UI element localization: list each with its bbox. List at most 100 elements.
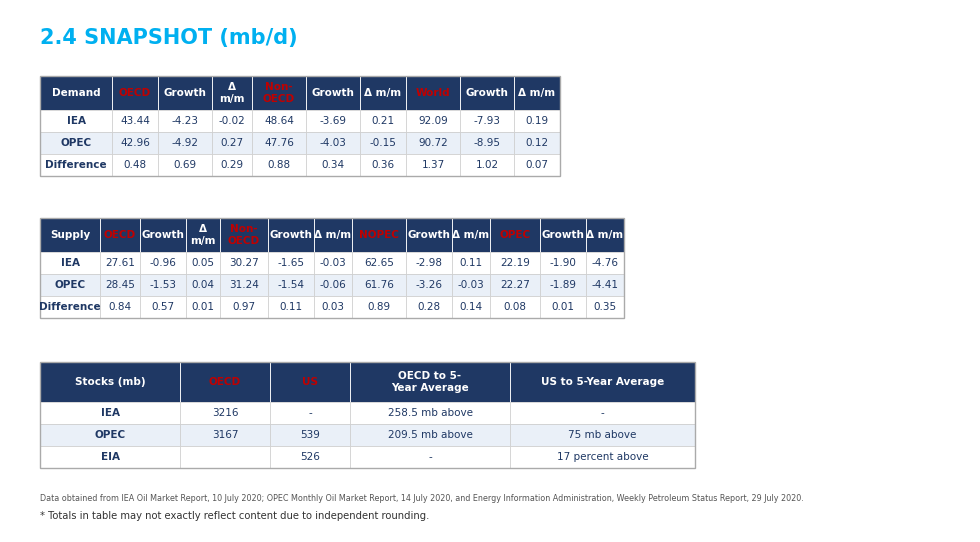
Text: Growth: Growth <box>141 230 184 240</box>
Bar <box>140 274 186 296</box>
Bar <box>140 252 186 274</box>
Bar <box>212 132 252 154</box>
Bar <box>406 274 452 296</box>
Text: 0.01: 0.01 <box>552 302 574 312</box>
Bar <box>350 362 510 402</box>
Bar <box>186 274 220 296</box>
Text: 0.07: 0.07 <box>525 160 549 170</box>
Text: -1.53: -1.53 <box>150 280 176 290</box>
Text: Δ m/m: Δ m/m <box>586 230 623 240</box>
Text: IEA: IEA <box>101 408 120 418</box>
Text: -4.03: -4.03 <box>319 138 347 148</box>
Bar <box>306 76 360 110</box>
Text: Δ m/m: Δ m/m <box>365 88 402 98</box>
Bar <box>220 274 268 296</box>
Bar <box>112 110 158 132</box>
Text: 48.64: 48.64 <box>264 116 294 126</box>
Bar <box>212 110 252 132</box>
Text: 0.48: 0.48 <box>123 160 147 170</box>
Bar <box>140 218 186 252</box>
Text: 0.84: 0.84 <box>109 302 131 312</box>
Bar <box>360 76 406 110</box>
Text: 27.61: 27.61 <box>105 258 135 268</box>
Bar <box>460 154 514 176</box>
Bar <box>460 110 514 132</box>
Text: Δ m/m: Δ m/m <box>315 230 352 240</box>
Text: US to 5-Year Average: US to 5-Year Average <box>541 377 664 387</box>
Bar <box>40 218 100 252</box>
Text: 0.29: 0.29 <box>220 160 244 170</box>
Text: Difference: Difference <box>39 302 101 312</box>
Text: 22.19: 22.19 <box>500 258 530 268</box>
Text: -2.98: -2.98 <box>416 258 443 268</box>
Bar <box>158 154 212 176</box>
Bar <box>252 110 306 132</box>
Text: NOPEC: NOPEC <box>359 230 399 240</box>
Bar <box>350 424 510 446</box>
Bar <box>40 110 112 132</box>
Text: Δ
m/m: Δ m/m <box>190 224 216 246</box>
Text: 0.27: 0.27 <box>220 138 244 148</box>
Bar <box>452 296 490 318</box>
Bar <box>270 402 350 424</box>
Text: World: World <box>416 88 451 98</box>
Text: 0.05: 0.05 <box>191 258 215 268</box>
Text: Growth: Growth <box>466 88 509 98</box>
Bar <box>306 154 360 176</box>
Bar <box>268 218 314 252</box>
Text: Δ m/m: Δ m/m <box>518 88 556 98</box>
Text: 61.76: 61.76 <box>364 280 394 290</box>
Bar <box>270 424 350 446</box>
Bar <box>350 402 510 424</box>
Bar <box>406 218 452 252</box>
Text: -8.95: -8.95 <box>473 138 501 148</box>
Bar <box>406 132 460 154</box>
Bar <box>112 132 158 154</box>
Text: 0.08: 0.08 <box>504 302 526 312</box>
Text: OPEC: OPEC <box>500 230 530 240</box>
Text: 90.72: 90.72 <box>418 138 448 148</box>
Text: 526: 526 <box>300 452 319 462</box>
Bar <box>510 424 695 446</box>
Bar <box>158 132 212 154</box>
Text: 258.5 mb above: 258.5 mb above <box>387 408 472 418</box>
Bar <box>352 274 406 296</box>
Bar <box>252 76 306 110</box>
Bar <box>40 76 112 110</box>
Bar <box>306 132 360 154</box>
Text: OPEC: OPEC <box>55 280 85 290</box>
Bar <box>220 252 268 274</box>
Bar <box>268 296 314 318</box>
Text: OPEC: OPEC <box>61 138 91 148</box>
Text: 62.65: 62.65 <box>364 258 394 268</box>
Text: 0.11: 0.11 <box>279 302 303 312</box>
Bar <box>406 154 460 176</box>
Text: 0.01: 0.01 <box>191 302 215 312</box>
Text: -0.15: -0.15 <box>369 138 397 148</box>
Text: 92.09: 92.09 <box>418 116 448 126</box>
Bar <box>490 296 540 318</box>
Bar <box>314 274 352 296</box>
Bar <box>220 218 268 252</box>
Bar <box>460 132 514 154</box>
Text: 0.19: 0.19 <box>525 116 549 126</box>
Text: 3216: 3216 <box>212 408 238 418</box>
Bar <box>40 154 112 176</box>
Bar <box>452 218 490 252</box>
Text: 1.02: 1.02 <box>475 160 499 170</box>
Text: 0.11: 0.11 <box>460 258 482 268</box>
Bar <box>140 296 186 318</box>
Text: Growth: Growth <box>542 230 584 240</box>
Text: Demand: Demand <box>52 88 100 98</box>
Bar <box>180 446 270 468</box>
Text: Data obtained from IEA Oil Market Report, 10 July 2020; OPEC Monthly Oil Market : Data obtained from IEA Oil Market Report… <box>40 494 804 503</box>
Bar <box>186 252 220 274</box>
Text: -: - <box>308 408 312 418</box>
Text: US: US <box>302 377 318 387</box>
Bar <box>40 218 624 318</box>
Bar <box>40 362 695 468</box>
Bar <box>514 154 560 176</box>
Bar <box>40 132 112 154</box>
Text: 22.27: 22.27 <box>500 280 530 290</box>
Text: Growth: Growth <box>312 88 355 98</box>
